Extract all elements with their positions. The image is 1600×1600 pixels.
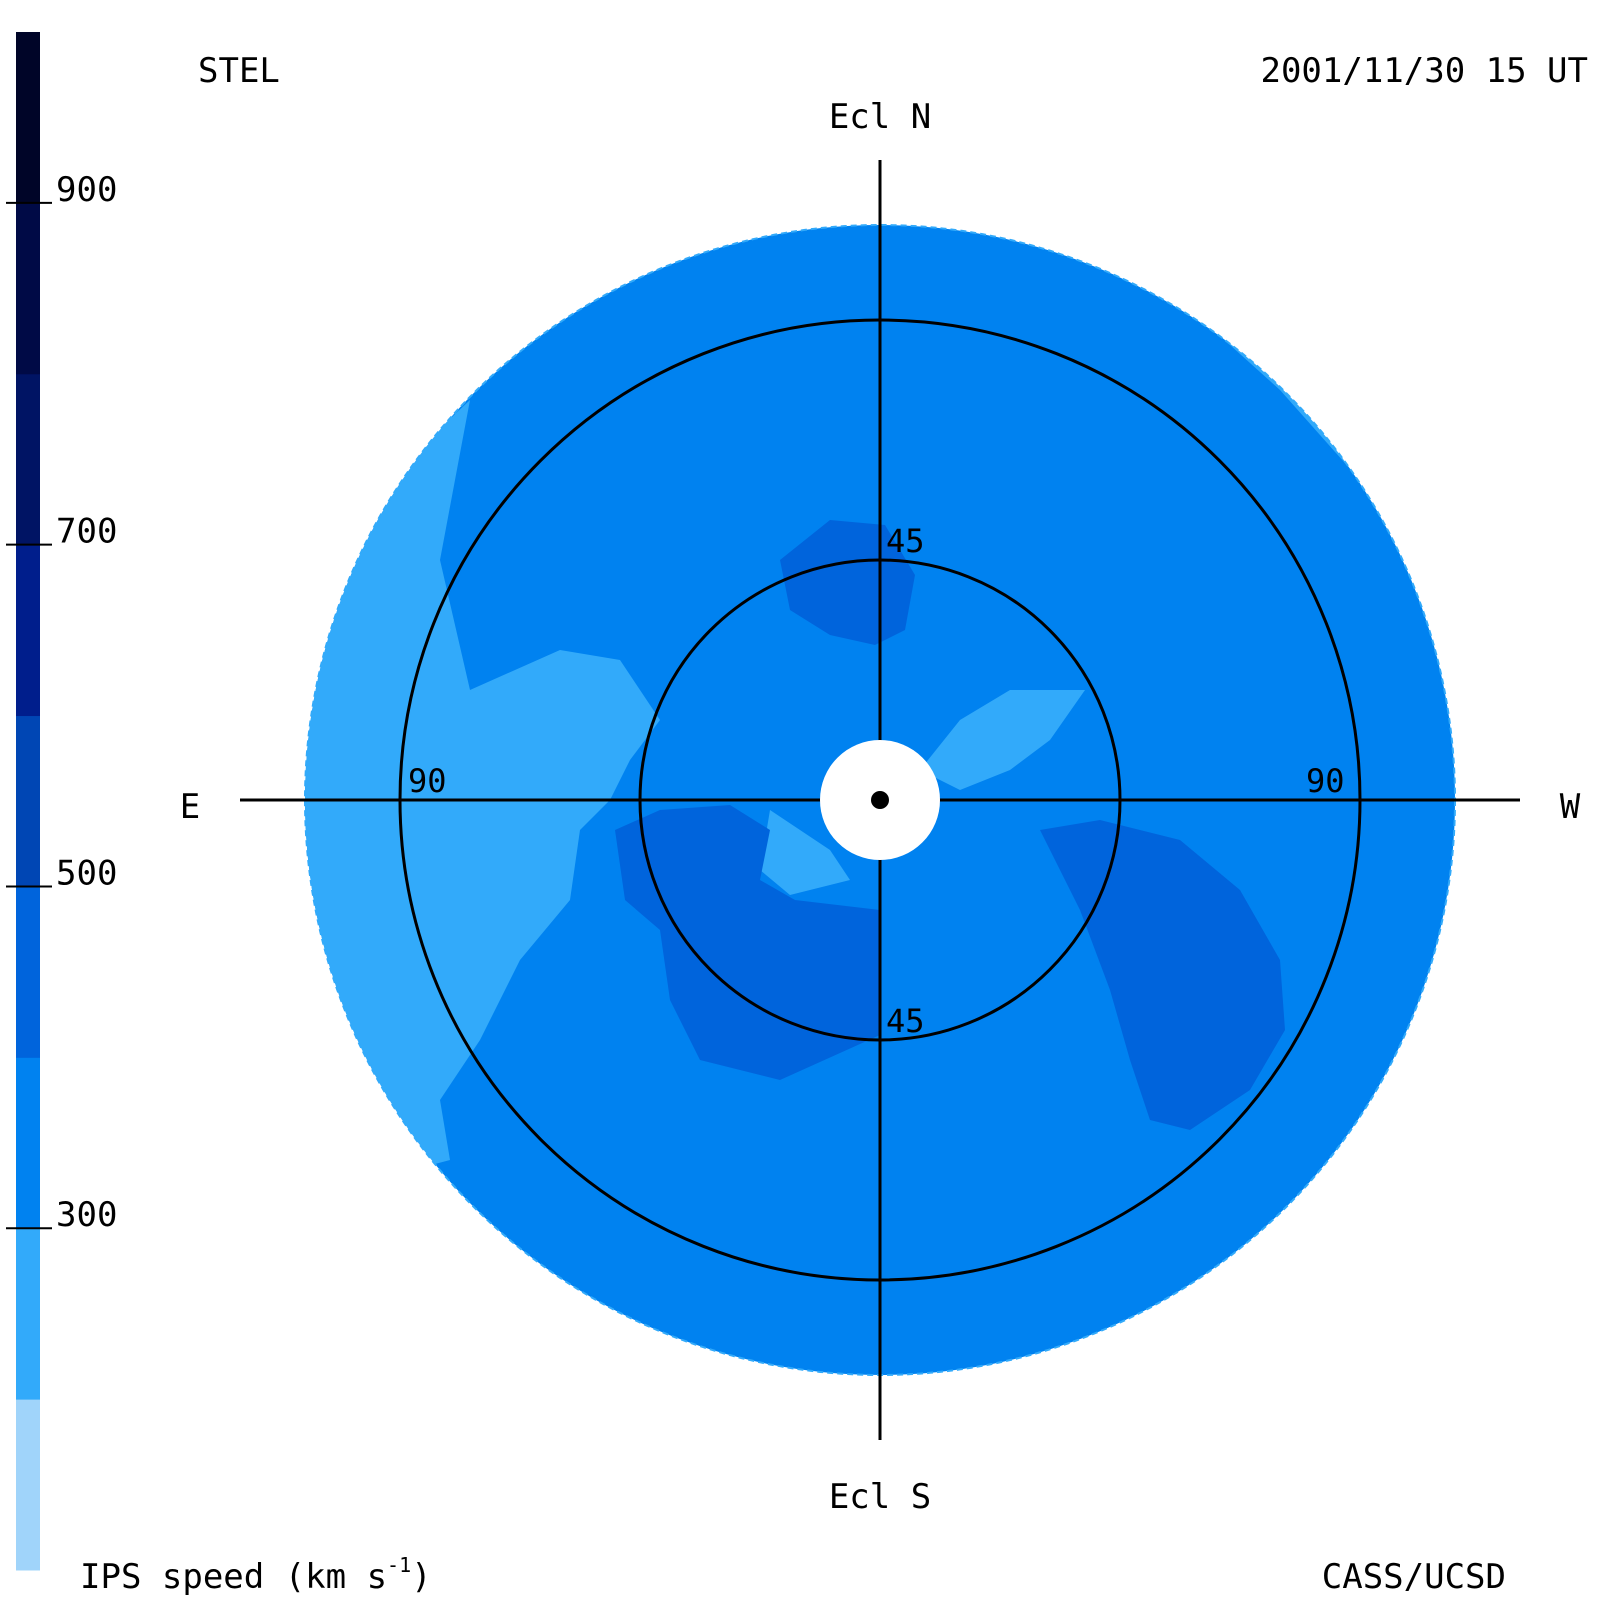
colorbar-tick-label-700: 700	[56, 512, 117, 552]
colorbar-bin-600-700	[16, 544, 40, 717]
direction-east: E	[180, 787, 200, 827]
ring-label-90-west: 90	[1306, 762, 1345, 800]
fast-stream-southwest	[1040, 820, 1285, 1130]
colorbar-bin-500-600	[16, 715, 40, 887]
colorbar-title-exp: -1	[387, 1553, 411, 1577]
slow-region-inner	[920, 690, 1085, 790]
sun-center-dot	[871, 791, 889, 809]
credit-label: CASS/UCSD	[1322, 1557, 1506, 1597]
colorbar-title-end: )	[411, 1557, 431, 1597]
ring-label-90-east: 90	[408, 762, 447, 800]
ring-label-45-bottom: 45	[886, 1002, 925, 1040]
colorbar-tick-label-900: 900	[56, 170, 117, 210]
colorbar-title: IPS speed (km s-1)	[80, 1553, 432, 1597]
colorbar-bin-700-800	[16, 373, 40, 546]
colorbar-bin-400-500	[16, 886, 40, 1058]
observatory-label: STEL	[198, 51, 280, 91]
direction-north: Ecl N	[829, 97, 931, 137]
fast-stream-southeast	[615, 805, 880, 1080]
direction-west: W	[1560, 787, 1581, 827]
ring-label-45-top: 45	[886, 522, 925, 560]
direction-south: Ecl S	[829, 1477, 931, 1517]
slow-region-inner-south	[760, 810, 850, 895]
colorbar-ticks: 300 500 700 900	[6, 170, 117, 1235]
colorbar-bin-100-200	[16, 1399, 40, 1571]
colorbar-bin-300-400	[16, 1057, 40, 1229]
colorbar-title-main: IPS speed (km s	[80, 1557, 387, 1597]
colorbar-bin-900-1000	[16, 32, 40, 204]
colorbar-bin-800-900	[16, 202, 40, 375]
timestamp-label: 2001/11/30 15 UT	[1260, 51, 1588, 91]
colorbar-tick-label-300: 300	[56, 1195, 117, 1235]
colorbar	[16, 32, 40, 1571]
colorbar-tick-label-500: 500	[56, 853, 117, 893]
colorbar-bin-200-300	[16, 1228, 40, 1400]
